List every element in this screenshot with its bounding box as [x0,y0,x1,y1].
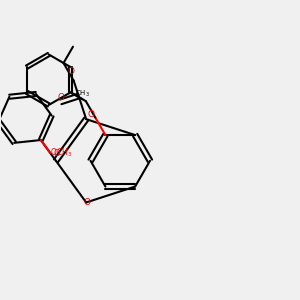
Text: O: O [57,93,64,102]
Text: O: O [83,198,90,207]
Text: CH$_3$: CH$_3$ [75,89,90,99]
Text: O: O [67,67,74,76]
Text: O: O [54,149,60,158]
Text: O: O [88,110,95,119]
Text: OCH$_3$: OCH$_3$ [50,147,73,159]
